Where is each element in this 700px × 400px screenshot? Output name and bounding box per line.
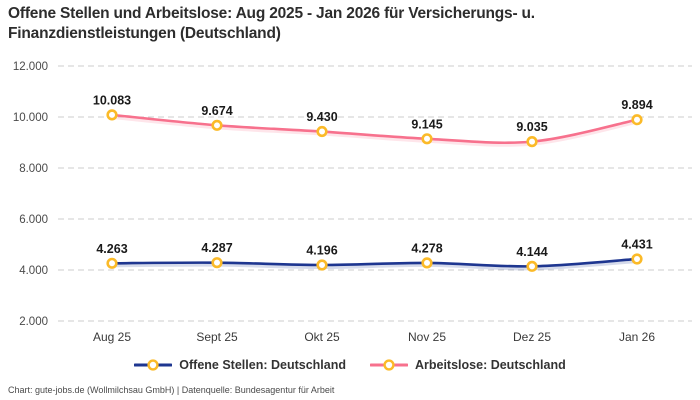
data-point-label: 4.263 <box>96 242 127 256</box>
y-tick-label: 6.000 <box>19 214 48 226</box>
chart-title-line2: Finanzdienstleistungen (Deutschland) <box>8 25 281 43</box>
data-point-label: 9.674 <box>201 104 232 118</box>
x-tick-label: Sept 25 <box>196 330 238 344</box>
y-tick-label: 10.000 <box>13 112 48 124</box>
legend-swatch-icon <box>369 359 408 371</box>
data-point-marker[interactable] <box>316 125 328 138</box>
x-tick-label: Okt 25 <box>304 330 340 344</box>
series-line <box>110 257 639 268</box>
series-line-glow <box>111 113 638 147</box>
x-tick-label: Jan 26 <box>619 330 655 344</box>
y-tick-label: 2.000 <box>19 316 48 328</box>
data-point-label: 10.083 <box>93 93 131 107</box>
data-point-marker[interactable] <box>106 109 118 121</box>
data-point-marker[interactable] <box>631 114 643 126</box>
legend-item[interactable]: Offene Stellen: Deutschland <box>134 358 346 372</box>
y-tick-label: 8.000 <box>19 163 48 175</box>
chart-title: Offene Stellen und Arbeitslose: Aug 2025… <box>8 4 696 44</box>
chart-legend: Offene Stellen: Deutschland Arbeitslose: … <box>0 358 700 372</box>
data-point-marker[interactable] <box>526 260 538 272</box>
series-line <box>110 113 639 145</box>
data-point-marker[interactable] <box>421 257 433 269</box>
data-point-marker[interactable] <box>421 133 433 145</box>
legend-label: Offene Stellen: Deutschland <box>179 358 346 372</box>
data-point-label: 4.144 <box>516 245 547 259</box>
data-point-label: 9.430 <box>306 110 337 124</box>
data-point-marker[interactable] <box>316 259 328 271</box>
legend-swatch-icon <box>134 359 173 371</box>
data-point-marker[interactable] <box>631 253 643 265</box>
data-point-label: 9.145 <box>411 117 442 131</box>
y-tick-label: 4.000 <box>19 265 48 277</box>
chart-title-line1: Offene Stellen und Arbeitslose: Aug 2025… <box>8 5 535 22</box>
data-point-label: 4.431 <box>621 238 652 252</box>
data-point-label: 4.278 <box>411 241 442 255</box>
data-point-marker[interactable] <box>211 119 223 131</box>
x-tick-label: Aug 25 <box>93 330 131 344</box>
data-point-marker[interactable] <box>526 136 538 148</box>
y-tick-label: 12.000 <box>13 61 48 73</box>
data-point-label: 9.894 <box>621 98 652 112</box>
series-line-glow <box>111 258 638 271</box>
legend-label: Arbeitslose: Deutschland <box>414 358 566 372</box>
chart-credit: Chart: gute-jobs.de (Wollmilchsau GmbH) … <box>8 385 335 395</box>
x-tick-label: Dez 25 <box>513 330 551 344</box>
data-point-label: 4.196 <box>306 244 337 258</box>
data-point-label: 9.035 <box>516 120 547 134</box>
legend-item[interactable]: Arbeitslose: Deutschland <box>369 358 566 372</box>
data-point-marker[interactable] <box>211 257 223 269</box>
x-tick-label: Nov 25 <box>408 330 446 344</box>
data-point-marker[interactable] <box>106 257 118 269</box>
data-point-label: 4.287 <box>201 241 232 255</box>
